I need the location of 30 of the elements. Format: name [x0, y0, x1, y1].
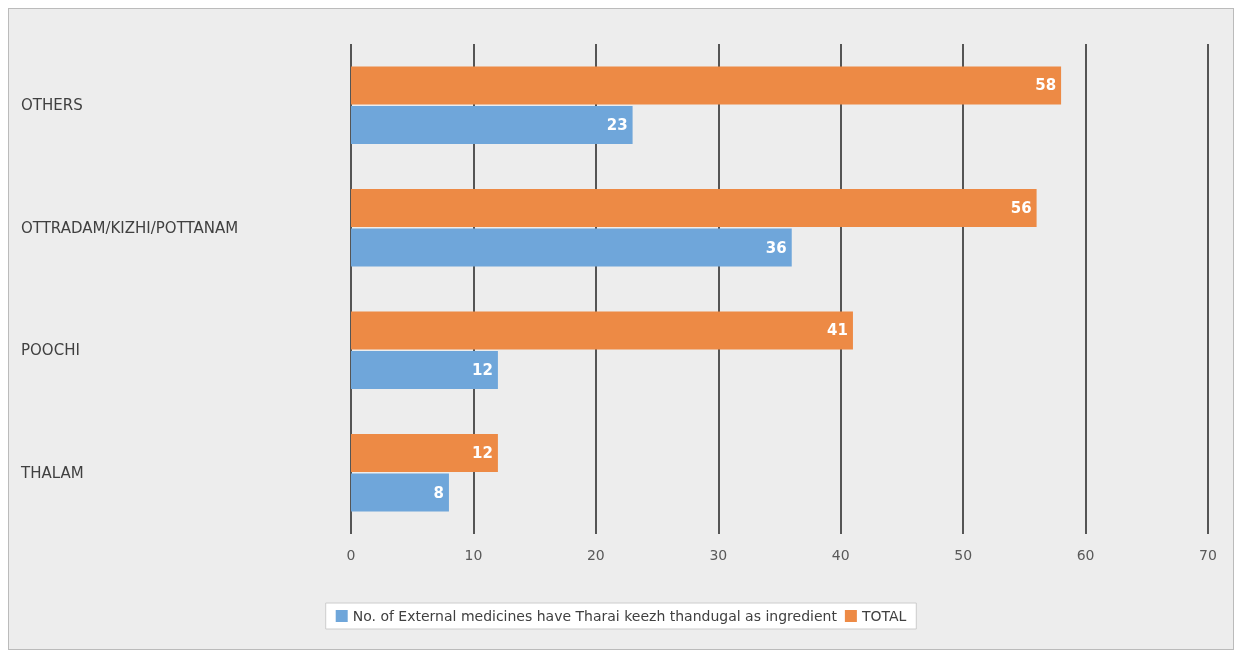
x-tick-label: 30: [709, 547, 728, 563]
x-tick-label: 10: [464, 547, 483, 563]
bar: [351, 188, 1037, 227]
data-label: 36: [765, 238, 787, 257]
bar: [351, 311, 853, 350]
data-label: 23: [606, 116, 628, 135]
data-label: 12: [472, 361, 493, 380]
data-label: 56: [1010, 198, 1032, 217]
x-tick-label: 70: [1199, 547, 1217, 563]
bar: [351, 228, 792, 267]
y-tick-label: OTHERS: [21, 96, 83, 115]
x-tick-label: 50: [954, 547, 973, 563]
y-tick-label: POOCHI: [21, 341, 80, 360]
x-tick-label: 40: [831, 547, 850, 563]
data-label: 41: [827, 321, 848, 340]
bar: [351, 433, 498, 472]
legend-label: TOTAL: [860, 608, 907, 624]
y-tick-label: THALAM: [20, 463, 84, 482]
bar: [351, 106, 633, 145]
data-label: 8: [433, 483, 444, 502]
data-label: 58: [1035, 76, 1057, 95]
bar: [351, 66, 1062, 105]
bar: [351, 473, 449, 512]
legend-label: No. of External medicines have Tharai keezh thandugal as ingredient: [352, 608, 838, 624]
y-tick-label: OTTRADAM/KIZHI/POTTANAM: [21, 218, 239, 237]
x-tick-label: 20: [586, 547, 605, 563]
x-tick-label: 0: [346, 547, 356, 563]
data-label: 12: [472, 443, 493, 462]
bar: [351, 351, 498, 390]
x-tick-label: 60: [1076, 547, 1095, 563]
